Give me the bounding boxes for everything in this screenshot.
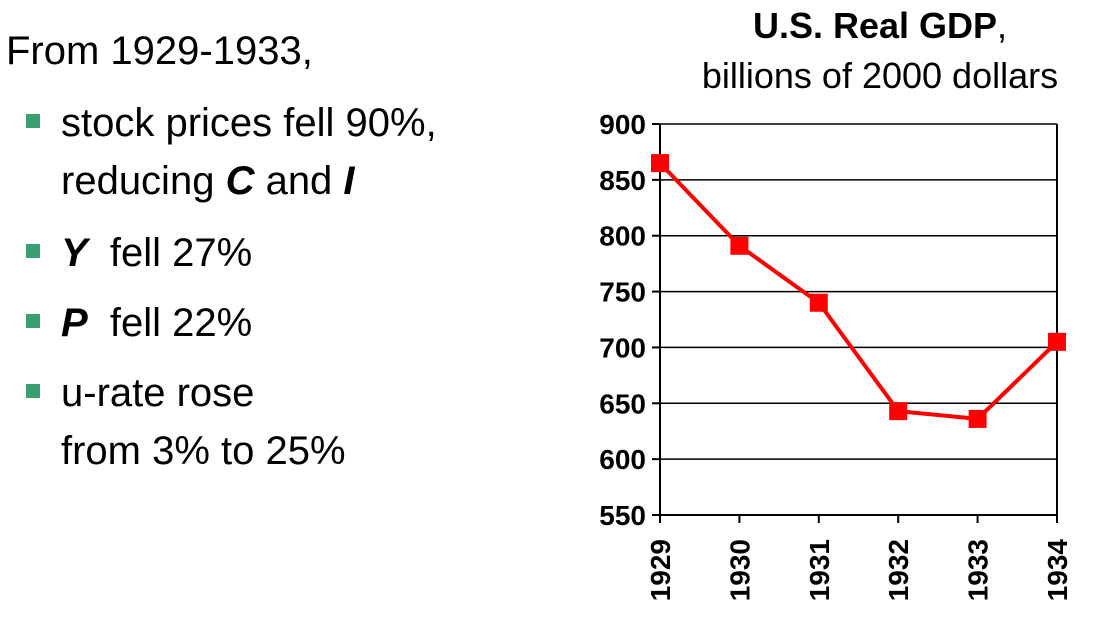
x-tick-label: 1930 [724,539,755,601]
x-tick-label: 1933 [963,539,994,601]
x-tick-label: 1934 [1042,539,1073,602]
y-tick-label: 800 [599,221,646,252]
text-panel: From 1929-1933, stock prices fell 90%, r… [6,29,437,473]
x-tick-label: 1932 [883,539,914,601]
heading: From 1929-1933, [6,29,313,73]
bullet-text: Y fell 27% [61,231,253,275]
data-point-marker [809,293,828,312]
y-tick-label: 700 [599,332,646,363]
bullet-text: u-rate rose from 3% to 25% [61,371,346,473]
chart-title: U.S. Real GDP, [752,5,1008,46]
bullet-text: P fell 22% [61,301,253,345]
data-point-marker [651,154,669,173]
x-tick-label: 1931 [804,539,835,601]
y-tick-label: 750 [599,277,646,308]
bullet-marker [26,114,40,128]
data-point-marker [1048,332,1066,351]
bullet-marker [26,244,40,258]
y-tick-label: 600 [599,444,646,475]
bullet-marker [26,314,40,328]
bullet-marker [26,384,40,398]
y-tick-label: 550 [599,500,646,531]
chart-subtitle: billions of 2000 dollars [701,55,1059,96]
y-tick-label: 850 [599,165,646,196]
data-point-marker [968,409,987,428]
gdp-series-line [658,161,1059,421]
data-point-marker [889,402,908,421]
bullet-text: stock prices fell 90%, reducing C and I [61,101,437,203]
data-point-marker [730,236,749,255]
y-tick-label: 900 [599,109,646,140]
x-tick-label: 1929 [645,539,676,601]
y-tick-label: 650 [599,388,646,419]
